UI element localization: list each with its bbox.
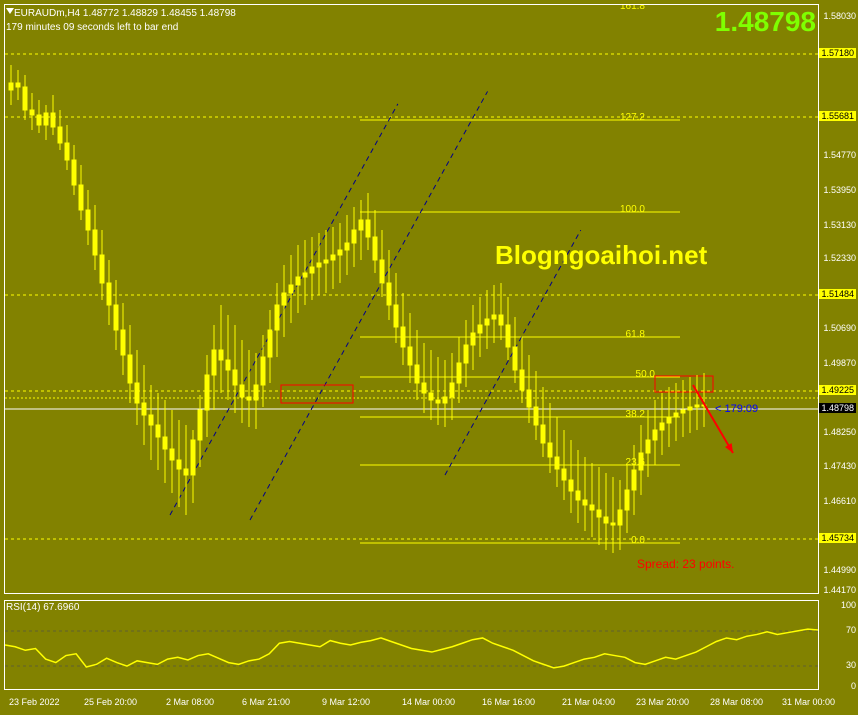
- price-tick: 1.46610: [823, 496, 856, 506]
- spread-label: Spread: 23 points.: [637, 557, 734, 571]
- svg-text:50.0: 50.0: [636, 369, 656, 380]
- time-tick: 2 Mar 08:00: [166, 697, 214, 707]
- price-tick: 1.44170: [823, 585, 856, 595]
- svg-text:38.2: 38.2: [626, 409, 646, 420]
- chart-container: EURAUDm,H4 1.48772 1.48829 1.48455 1.487…: [0, 0, 858, 715]
- rsi-info: RSI(14) 67.6960: [6, 602, 79, 613]
- price-tick: 1.52330: [823, 253, 856, 263]
- countdown-text: 179 minutes 09 seconds left to bar end: [6, 22, 178, 33]
- price-axis: 1.58030 1.57180 1.55681 1.54770 1.53950 1.531…: [820, 4, 858, 594]
- symbol-info: EURAUDm,H4 1.48772 1.48829 1.48455 1.487…: [14, 8, 236, 19]
- time-tick: 6 Mar 21:00: [242, 697, 290, 707]
- rsi-canvas: [5, 601, 818, 689]
- rsi-tick: 70: [846, 625, 856, 635]
- rsi-tick: 30: [846, 660, 856, 670]
- price-tick: 1.45734: [819, 533, 856, 543]
- price-tick: 1.48250: [823, 427, 856, 437]
- price-tick: 1.58030: [823, 11, 856, 21]
- main-price-chart[interactable]: 161.8127.2100.061.850.038.223.60.0 Blogn…: [4, 4, 819, 594]
- svg-text:127.2: 127.2: [620, 112, 645, 123]
- rsi-axis: 100 70 30 0: [820, 600, 858, 690]
- time-tick: 16 Mar 16:00: [482, 697, 535, 707]
- svg-text:0.0: 0.0: [631, 535, 645, 546]
- time-tick: 23 Feb 2022: [9, 697, 60, 707]
- price-tick: 1.51484: [819, 289, 856, 299]
- rsi-tick: 100: [841, 600, 856, 610]
- svg-text:161.8: 161.8: [620, 5, 645, 12]
- price-tick: 1.44990: [823, 565, 856, 575]
- svg-text:100.0: 100.0: [620, 204, 645, 215]
- rsi-tick: 0: [851, 681, 856, 691]
- price-tick: 1.54770: [823, 150, 856, 160]
- time-tick: 28 Mar 08:00: [710, 697, 763, 707]
- time-tick: 31 Mar 00:00: [782, 697, 835, 707]
- bar-timer: < 179:09: [715, 403, 758, 415]
- price-tick: 1.55681: [819, 111, 856, 121]
- price-tick: 1.53950: [823, 185, 856, 195]
- time-tick: 25 Feb 20:00: [84, 697, 137, 707]
- price-tick: 1.48798: [819, 403, 856, 413]
- price-tick: 1.57180: [819, 48, 856, 58]
- price-tick: 1.47430: [823, 461, 856, 471]
- watermark: Blogngoaihoi.net: [495, 240, 707, 271]
- current-price-large: 1.48798: [715, 6, 816, 38]
- price-tick: 1.49870: [823, 358, 856, 368]
- price-tick: 1.49225: [819, 385, 856, 395]
- rsi-chart[interactable]: [4, 600, 819, 690]
- time-tick: 21 Mar 04:00: [562, 697, 615, 707]
- time-tick: 9 Mar 12:00: [322, 697, 370, 707]
- time-tick: 23 Mar 20:00: [636, 697, 689, 707]
- price-tick: 1.53130: [823, 220, 856, 230]
- candle-canvas: 161.8127.2100.061.850.038.223.60.0: [5, 5, 818, 593]
- svg-text:61.8: 61.8: [626, 329, 646, 340]
- time-axis: 23 Feb 2022 25 Feb 20:00 2 Mar 08:00 6 Mar …: [4, 693, 819, 713]
- time-tick: 14 Mar 00:00: [402, 697, 455, 707]
- price-tick: 1.50690: [823, 323, 856, 333]
